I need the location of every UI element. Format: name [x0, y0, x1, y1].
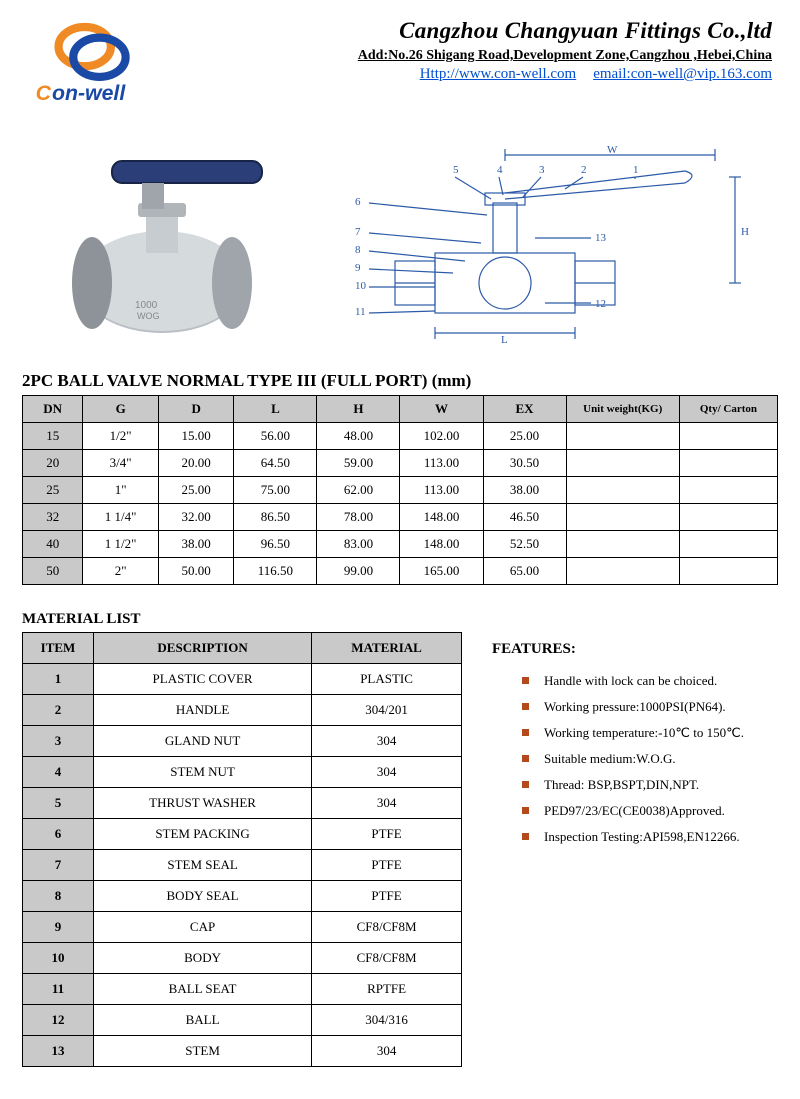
spec-table: DNGDLHWEXUnit weight(KG)Qty/ Carton151/2… — [22, 395, 778, 585]
svg-text:2: 2 — [581, 164, 587, 176]
figure-row: 1000 WOG — [22, 133, 778, 343]
website-link[interactable]: Http://www.con-well.com — [420, 66, 577, 82]
feature-item: Working pressure:1000PSI(PN64). — [492, 694, 778, 720]
col-header: DN — [23, 396, 83, 423]
feature-item: Working temperature:-10℃ to 150℃. — [492, 720, 778, 746]
material-title: MATERIAL LIST — [22, 611, 462, 628]
table-row: 3GLAND NUT304 — [23, 726, 462, 757]
header: C on-well Cangzhou Changyuan Fittings Co… — [22, 18, 778, 113]
features-block: FEATURES: Handle with lock can be choice… — [492, 585, 778, 850]
table-row: 502"50.00116.5099.00165.0065.00 — [23, 558, 778, 585]
feature-item: Thread: BSP,BSPT,DIN,NPT. — [492, 772, 778, 798]
feature-item: Suitable medium:W.O.G. — [492, 746, 778, 772]
table-row: 11BALL SEATRPTFE — [23, 974, 462, 1005]
feature-item: Handle with lock can be choiced. — [492, 668, 778, 694]
table-row: 10BODYCF8/CF8M — [23, 943, 462, 974]
table-row: 12BALL304/316 — [23, 1005, 462, 1036]
svg-text:C: C — [36, 81, 52, 105]
svg-text:6: 6 — [355, 196, 361, 208]
technical-diagram: 6 7 8 9 10 11 5 4 3 2 1 13 12 W H L — [312, 143, 778, 343]
table-row: 203/4"20.0064.5059.00113.0030.50 — [23, 450, 778, 477]
col-header: L — [234, 396, 317, 423]
svg-text:L: L — [501, 334, 508, 343]
product-photo: 1000 WOG — [42, 133, 282, 343]
svg-text:1: 1 — [633, 164, 639, 176]
company-info: Cangzhou Changyuan Fittings Co.,ltd Add:… — [172, 18, 778, 98]
svg-text:3: 3 — [539, 164, 545, 176]
company-address: Add:No.26 Shigang Road,Development Zone,… — [172, 48, 772, 64]
svg-text:13: 13 — [595, 232, 607, 244]
col-header: MATERIAL — [312, 633, 462, 664]
table-row: 251"25.0075.0062.00113.0038.00 — [23, 477, 778, 504]
table-row: 7STEM SEALPTFE — [23, 850, 462, 881]
table-row: 13STEM304 — [23, 1036, 462, 1067]
table-row: 401 1/2"38.0096.5083.00148.0052.50 — [23, 531, 778, 558]
svg-text:W: W — [607, 144, 618, 156]
col-header: D — [158, 396, 234, 423]
svg-text:1000: 1000 — [135, 300, 158, 311]
svg-text:8: 8 — [355, 244, 361, 256]
svg-text:7: 7 — [355, 226, 361, 238]
svg-text:10: 10 — [355, 280, 367, 292]
table-row: 6STEM PACKINGPTFE — [23, 819, 462, 850]
table-row: 5THRUST WASHER304 — [23, 788, 462, 819]
col-header: DESCRIPTION — [94, 633, 312, 664]
table-row: 1PLASTIC COVERPLASTIC — [23, 664, 462, 695]
col-header: Unit weight(KG) — [566, 396, 679, 423]
email-link[interactable]: email:con-well@vip.163.com — [593, 66, 772, 82]
material-table: ITEMDESCRIPTIONMATERIAL1PLASTIC COVERPLA… — [22, 632, 462, 1067]
table-row: 151/2"15.0056.0048.00102.0025.00 — [23, 423, 778, 450]
table-row: 2HANDLE304/201 — [23, 695, 462, 726]
svg-text:H: H — [741, 226, 749, 238]
svg-text:11: 11 — [355, 306, 366, 318]
svg-text:4: 4 — [497, 164, 503, 176]
col-header: G — [83, 396, 159, 423]
col-header: H — [317, 396, 400, 423]
col-header: Qty/ Carton — [679, 396, 777, 423]
features-title: FEATURES: — [492, 641, 778, 658]
svg-text:WOG: WOG — [137, 311, 160, 321]
feature-item: Inspection Testing:API598,EN12266. — [492, 824, 778, 850]
table-row: 9CAPCF8/CF8M — [23, 912, 462, 943]
col-header: ITEM — [23, 633, 94, 664]
spec-title: 2PC BALL VALVE NORMAL TYPE III (FULL POR… — [22, 371, 778, 391]
svg-text:12: 12 — [595, 298, 606, 310]
brand-text: on-well — [52, 81, 126, 105]
svg-text:5: 5 — [453, 164, 459, 176]
svg-text:9: 9 — [355, 262, 361, 274]
logo: C on-well — [22, 18, 172, 113]
col-header: EX — [483, 396, 566, 423]
table-row: 8BODY SEALPTFE — [23, 881, 462, 912]
table-row: 321 1/4"32.0086.5078.00148.0046.50 — [23, 504, 778, 531]
company-name: Cangzhou Changyuan Fittings Co.,ltd — [172, 18, 772, 44]
table-row: 4STEM NUT304 — [23, 757, 462, 788]
col-header: W — [400, 396, 483, 423]
feature-item: PED97/23/EC(CE0038)Approved. — [492, 798, 778, 824]
